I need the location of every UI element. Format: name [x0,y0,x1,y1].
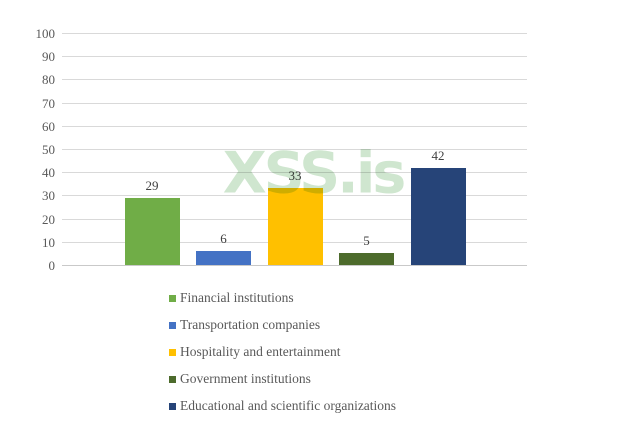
legend-item-financial-institutions: Financial institutions [169,291,294,305]
bar-value-financial-institutions: 29 [145,177,159,193]
gridline-y-0 [62,265,527,266]
bar-educational-and-scientific-organizations [410,167,466,265]
bar-transportation-companies [196,251,251,265]
gridline-y-80 [62,79,527,80]
y-axis-tick-100: 100 [35,26,56,41]
legend-swatch-financial-institutions [169,294,176,302]
bar-government-institutions [339,253,394,265]
legend-item-educational-and-scientific-organizations: Educational and scientific organizations [169,399,396,413]
bar-value-hospitality-and-entertainment: 33 [288,168,302,184]
y-axis-tick-80: 80 [42,72,55,87]
legend-swatch-educational-and-scientific-organizations [169,402,176,410]
gridline-y-100 [62,33,527,34]
bar-hospitality-and-entertainment [267,188,323,265]
gridline-y-90 [62,56,527,57]
legend-label: Transportation companies [180,317,321,332]
legend-swatch-transportation-companies [169,321,176,329]
gridline-y-60 [62,126,527,127]
y-axis-tick-50: 50 [42,142,55,157]
y-axis-tick-90: 90 [42,49,55,64]
bar-financial-institutions [124,197,180,265]
legend-item-hospitality-and-entertainment: Hospitality and entertainment [169,345,340,359]
legend-item-government-institutions: Government institutions [169,372,311,386]
legend-label: Financial institutions [180,290,294,305]
bar-value-educational-and-scientific-organizations: 42 [431,147,445,163]
y-axis-tick-20: 20 [42,212,55,227]
legend-item-transportation-companies: Transportation companies [169,318,320,332]
y-axis-tick-0: 0 [48,258,56,273]
gridline-y-40 [62,172,527,173]
y-axis-tick-30: 30 [42,188,55,203]
y-axis-tick-10: 10 [42,235,55,250]
gridline-y-70 [62,103,527,104]
y-axis-tick-60: 60 [42,119,55,134]
bar-value-transportation-companies: 6 [220,231,227,247]
y-axis-tick-40: 40 [42,165,55,180]
y-axis-tick-70: 70 [42,96,55,111]
legend-swatch-hospitality-and-entertainment [169,348,176,356]
gridline-y-50 [62,149,527,150]
legend-label: Hospitality and entertainment [180,344,341,359]
legend-label: Educational and scientific organizations [180,398,397,413]
legend-label: Government institutions [180,371,311,386]
bar-value-government-institutions: 5 [363,233,370,249]
legend-swatch-government-institutions [169,375,176,383]
